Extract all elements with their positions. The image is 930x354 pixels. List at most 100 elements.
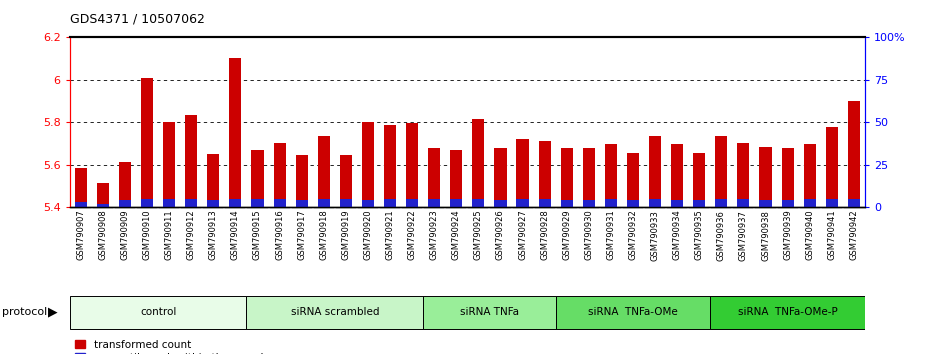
Text: siRNA  TNFa-OMe: siRNA TNFa-OMe (588, 307, 678, 317)
Bar (207, 154, 219, 207)
Bar (583, 148, 595, 207)
Text: GSM790937: GSM790937 (739, 210, 748, 261)
Bar (273, 199, 286, 207)
Bar (760, 147, 772, 207)
Bar (230, 58, 242, 207)
Bar (826, 199, 838, 207)
Bar (207, 200, 219, 207)
Bar (163, 122, 175, 207)
Bar (538, 141, 551, 207)
Bar (384, 125, 396, 207)
Text: GSM790921: GSM790921 (386, 210, 394, 260)
Text: siRNA scrambled: siRNA scrambled (290, 307, 379, 317)
FancyBboxPatch shape (423, 296, 556, 329)
Bar (185, 115, 197, 207)
Bar (715, 199, 727, 207)
Text: GSM790935: GSM790935 (695, 210, 704, 261)
Text: GSM790914: GSM790914 (231, 210, 240, 260)
Bar (649, 136, 661, 207)
Bar (604, 199, 617, 207)
Text: GSM790934: GSM790934 (672, 210, 682, 261)
Bar (516, 199, 528, 207)
Text: GSM790926: GSM790926 (496, 210, 505, 261)
Text: GSM790920: GSM790920 (364, 210, 372, 260)
Bar (781, 148, 793, 207)
Bar (472, 199, 485, 207)
FancyBboxPatch shape (70, 296, 246, 329)
Bar (804, 199, 816, 207)
Bar (318, 199, 330, 207)
Bar (516, 139, 528, 207)
Bar (450, 150, 462, 207)
Text: GDS4371 / 10507062: GDS4371 / 10507062 (70, 12, 205, 25)
Bar (428, 148, 440, 207)
Bar (848, 199, 860, 207)
Text: GSM790930: GSM790930 (584, 210, 593, 261)
Bar (737, 143, 750, 207)
Text: GSM790912: GSM790912 (187, 210, 195, 260)
Bar (715, 136, 727, 207)
Text: GSM790933: GSM790933 (651, 210, 659, 261)
Bar (561, 148, 573, 207)
Text: GSM790938: GSM790938 (761, 210, 770, 261)
Bar (804, 144, 816, 207)
FancyBboxPatch shape (246, 296, 423, 329)
Bar (671, 200, 684, 207)
Bar (74, 168, 86, 207)
Bar (428, 199, 440, 207)
Bar (339, 199, 352, 207)
Text: siRNA TNFa: siRNA TNFa (460, 307, 519, 317)
Bar (362, 122, 374, 207)
Bar (119, 162, 131, 207)
Legend: transformed count, percentile rank within the sample: transformed count, percentile rank withi… (75, 340, 270, 354)
Text: GSM790923: GSM790923 (430, 210, 439, 261)
Bar (604, 144, 617, 207)
Bar (826, 127, 838, 207)
Bar (583, 200, 595, 207)
Bar (848, 101, 860, 207)
Bar (781, 200, 793, 207)
Text: siRNA  TNFa-OMe-P: siRNA TNFa-OMe-P (737, 307, 838, 317)
Bar (649, 199, 661, 207)
Bar (693, 200, 705, 207)
Bar (384, 199, 396, 207)
Text: GSM790942: GSM790942 (849, 210, 858, 260)
Bar (185, 199, 197, 207)
Bar (406, 199, 419, 207)
Bar (74, 202, 86, 207)
Bar (737, 199, 750, 207)
Text: GSM790908: GSM790908 (99, 210, 107, 261)
Text: GSM790915: GSM790915 (253, 210, 262, 260)
Text: control: control (140, 307, 177, 317)
Bar (97, 204, 109, 207)
Text: GSM790907: GSM790907 (76, 210, 86, 261)
Bar (671, 144, 684, 207)
Text: GSM790917: GSM790917 (298, 210, 306, 261)
Text: GSM790909: GSM790909 (121, 210, 129, 260)
Text: GSM790941: GSM790941 (828, 210, 836, 260)
Bar (627, 153, 639, 207)
FancyBboxPatch shape (556, 296, 711, 329)
Bar (296, 155, 308, 207)
Text: GSM790910: GSM790910 (142, 210, 152, 260)
Text: GSM790916: GSM790916 (275, 210, 284, 261)
Text: protocol: protocol (2, 307, 47, 317)
Text: GSM790911: GSM790911 (165, 210, 174, 260)
Bar (406, 123, 419, 207)
Text: ▶: ▶ (48, 305, 58, 318)
Bar (627, 200, 639, 207)
Text: GSM790931: GSM790931 (606, 210, 616, 261)
Bar (693, 153, 705, 207)
Text: GSM790925: GSM790925 (474, 210, 483, 260)
Text: GSM790913: GSM790913 (209, 210, 218, 261)
Text: GSM790927: GSM790927 (518, 210, 527, 261)
Text: GSM790936: GSM790936 (717, 210, 725, 261)
Bar (538, 199, 551, 207)
Bar (273, 143, 286, 207)
Bar (251, 199, 263, 207)
Bar (141, 78, 153, 207)
Text: GSM790924: GSM790924 (452, 210, 460, 260)
Bar (495, 200, 507, 207)
Text: GSM790928: GSM790928 (540, 210, 549, 261)
Text: GSM790932: GSM790932 (629, 210, 637, 261)
